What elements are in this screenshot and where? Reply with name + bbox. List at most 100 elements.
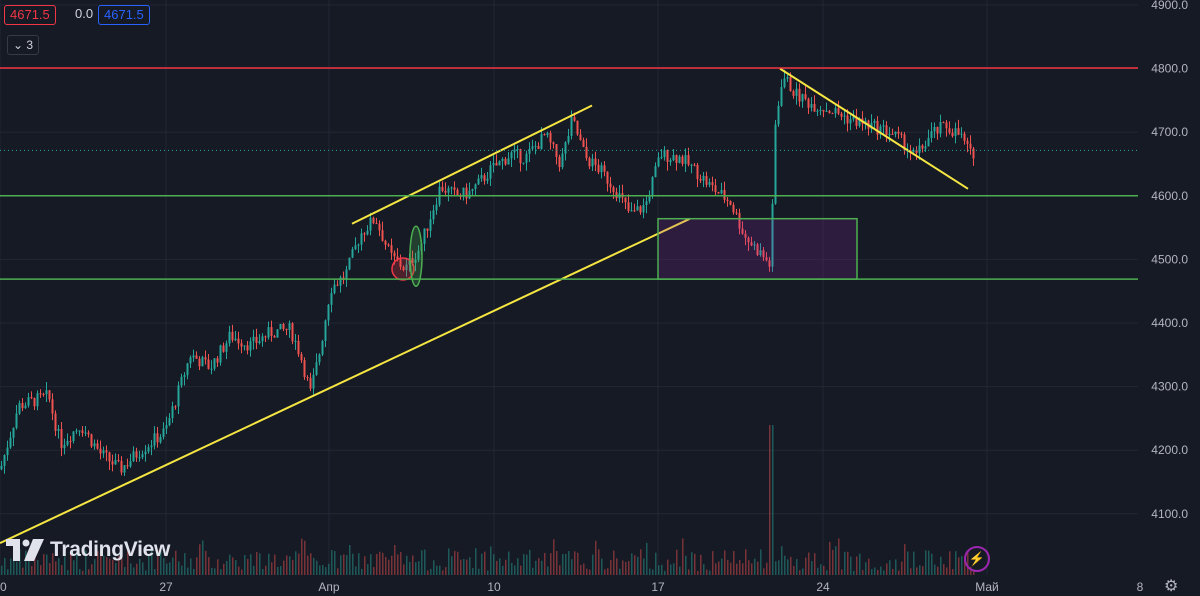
candle xyxy=(36,393,39,407)
candle xyxy=(246,345,249,351)
candle xyxy=(0,465,3,470)
y-tick-label: 4800.0 xyxy=(1151,62,1188,76)
candle xyxy=(447,188,450,193)
volume-bar xyxy=(34,556,36,575)
candle xyxy=(225,343,228,352)
volume-bar xyxy=(295,551,297,575)
candle xyxy=(30,397,33,399)
candle xyxy=(333,284,336,294)
volume-bar xyxy=(862,570,864,575)
candle xyxy=(567,135,570,143)
candle xyxy=(141,454,144,458)
candle xyxy=(162,428,165,437)
volume-bar xyxy=(268,553,270,575)
gear-icon[interactable]: ⚙ xyxy=(1164,578,1179,595)
candle xyxy=(360,233,363,245)
candle xyxy=(339,277,342,286)
candle xyxy=(276,329,279,338)
volume-bars xyxy=(1,425,975,575)
volume-bar xyxy=(631,553,633,575)
volume-bar xyxy=(778,560,780,575)
volume-bar xyxy=(754,558,756,575)
candle xyxy=(90,434,93,447)
candle xyxy=(690,164,693,166)
volume-bar xyxy=(958,557,960,575)
candle xyxy=(597,164,600,173)
candle xyxy=(243,345,246,347)
candle xyxy=(366,230,369,235)
volume-bar xyxy=(643,558,645,575)
candle xyxy=(147,447,150,452)
candle xyxy=(939,122,942,134)
candle xyxy=(27,397,30,406)
tradingview-logo[interactable]: TradingView xyxy=(6,538,170,562)
volume-bar xyxy=(913,551,915,575)
x-tick-label: Апр xyxy=(318,580,340,594)
volume-bar xyxy=(40,565,42,575)
volume-bar xyxy=(640,549,642,575)
candle xyxy=(972,148,975,159)
volume-bar xyxy=(727,559,729,575)
candle xyxy=(387,244,390,246)
candle xyxy=(54,413,57,431)
candle xyxy=(534,145,537,147)
candle xyxy=(351,249,354,258)
candle xyxy=(495,163,498,166)
volume-bar xyxy=(910,568,912,575)
volume-bar xyxy=(109,558,111,575)
volume-bar xyxy=(802,568,804,575)
volume-bar xyxy=(46,554,48,575)
candle xyxy=(93,443,96,447)
y-tick-label: 4900.0 xyxy=(1151,0,1188,12)
candle xyxy=(96,443,99,449)
volume-bar xyxy=(241,569,243,575)
volume-bar xyxy=(337,568,339,575)
candle xyxy=(612,187,615,193)
volume-bar xyxy=(454,550,456,575)
volume-bar xyxy=(508,551,510,575)
volume-bar xyxy=(325,567,327,575)
collapse-indicators-button[interactable]: ⌄ 3 xyxy=(7,35,39,55)
volume-bar xyxy=(214,568,216,575)
volume-bar xyxy=(769,425,771,575)
volume-bar xyxy=(805,557,807,575)
x-tick-label: 17 xyxy=(651,580,665,594)
lightning-icon[interactable]: ⚡ xyxy=(964,546,990,572)
candle xyxy=(960,133,963,135)
candle xyxy=(405,264,408,271)
volume-bar xyxy=(907,551,909,575)
candle xyxy=(444,190,447,193)
volume-bar xyxy=(502,565,504,575)
candle xyxy=(258,341,261,344)
volume-bar xyxy=(583,563,585,575)
candle xyxy=(357,244,360,246)
ask-price-box[interactable]: 4671.5 xyxy=(98,5,150,25)
candle xyxy=(582,140,585,147)
volume-bar xyxy=(787,559,789,575)
volume-bar xyxy=(514,565,516,575)
candle xyxy=(876,120,879,135)
volume-bar xyxy=(247,558,249,575)
candle xyxy=(156,433,159,443)
candle xyxy=(390,245,393,253)
candle xyxy=(153,433,156,446)
candle xyxy=(702,175,705,181)
bid-price-box[interactable]: 4671.5 xyxy=(4,5,56,25)
candle xyxy=(750,242,753,246)
candle xyxy=(900,133,903,135)
candle xyxy=(945,122,948,129)
candle xyxy=(714,185,717,193)
volume-bar xyxy=(184,553,186,575)
candle xyxy=(291,323,294,342)
candle xyxy=(135,451,138,458)
candle xyxy=(489,165,492,179)
volume-bar xyxy=(634,555,636,575)
volume-bar xyxy=(592,554,594,575)
volume-bar xyxy=(253,565,255,575)
volume-bar xyxy=(304,540,306,575)
candle xyxy=(39,393,42,395)
volume-bar xyxy=(22,567,24,575)
volume-bar xyxy=(703,564,705,575)
candle xyxy=(414,259,417,263)
